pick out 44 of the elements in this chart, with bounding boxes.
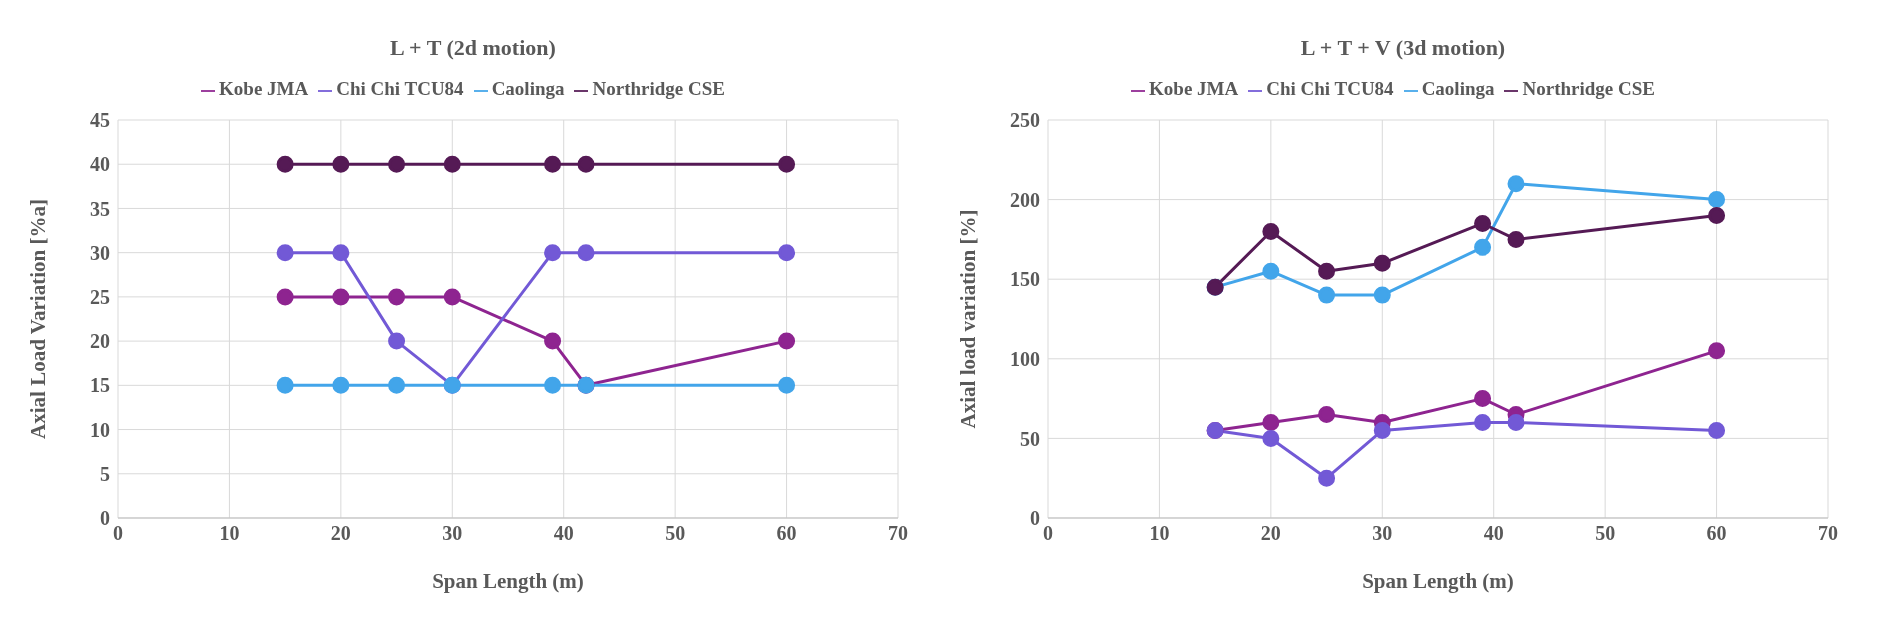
y-axis-title: Axial load variation [%] xyxy=(956,209,981,429)
y-tick-label: 0 xyxy=(1030,507,1040,530)
y-tick-label: 40 xyxy=(90,153,110,176)
legend-label: Caolinga xyxy=(1421,78,1495,99)
legend-label: Caolinga xyxy=(491,78,565,99)
x-tick-label: 60 xyxy=(776,522,797,545)
x-tick-label: 50 xyxy=(665,522,686,545)
x-tick-label: 30 xyxy=(442,522,463,545)
x-tick-label: 40 xyxy=(553,522,574,545)
y-tick-label: 100 xyxy=(1010,347,1040,370)
chart-title: L + T (2d motion) xyxy=(389,34,557,62)
legend-label: Northridge CSE xyxy=(1522,78,1655,99)
y-tick-label: 50 xyxy=(1020,427,1040,450)
x-tick-label: 70 xyxy=(1818,522,1838,545)
y-tick-label: 200 xyxy=(1010,188,1040,211)
y-tick-label: 5 xyxy=(100,462,110,485)
y-tick-label: 250 xyxy=(1010,109,1040,132)
x-axis-title: Span Length (m) xyxy=(432,569,584,593)
y-tick-label: 20 xyxy=(90,330,110,353)
x-tick-label: 30 xyxy=(1372,522,1393,545)
x-tick-label: 70 xyxy=(888,522,908,545)
y-tick-label: 0 xyxy=(100,507,110,530)
x-tick-label: 20 xyxy=(1260,522,1281,545)
legend-label: Chi Chi TCU84 xyxy=(1266,78,1394,99)
y-tick-label: 45 xyxy=(90,109,110,132)
x-tick-label: 10 xyxy=(1149,522,1170,545)
legend-label: Chi Chi TCU84 xyxy=(336,78,464,99)
x-axis-title: Span Length (m) xyxy=(1362,569,1514,593)
legend-label: Northridge CSE xyxy=(592,78,725,99)
y-tick-label: 25 xyxy=(90,285,110,308)
y-tick-label: 150 xyxy=(1010,268,1040,291)
y-tick-label: 30 xyxy=(90,241,110,264)
x-tick-label: 50 xyxy=(1595,522,1616,545)
y-tick-label: 35 xyxy=(90,197,110,220)
y-tick-label: 10 xyxy=(90,418,110,441)
legend-label: Kobe JMA xyxy=(219,78,309,99)
x-tick-label: 10 xyxy=(219,522,240,545)
x-tick-label: 40 xyxy=(1483,522,1504,545)
x-tick-label: 20 xyxy=(330,522,351,545)
chart-title: L + T + V (3d motion) xyxy=(1299,34,1507,62)
x-tick-label: 60 xyxy=(1706,522,1727,545)
legend-label: Kobe JMA xyxy=(1149,78,1239,99)
y-axis-title: Axial Load Variation [%a] xyxy=(26,199,51,439)
y-tick-label: 15 xyxy=(90,374,110,397)
